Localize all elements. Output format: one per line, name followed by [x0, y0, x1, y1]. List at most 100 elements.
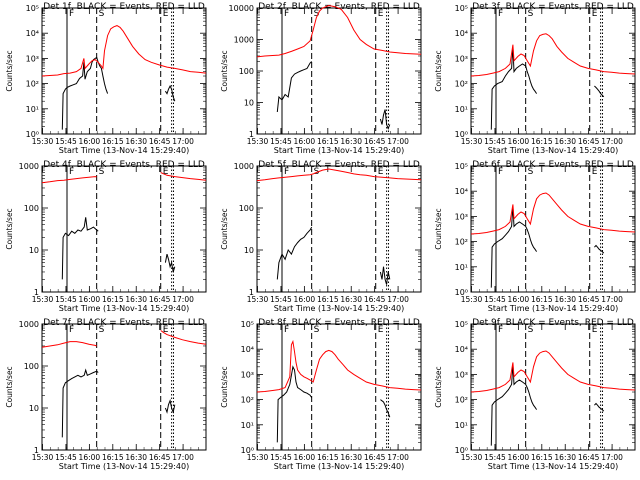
x-tick-label: 15:45 [270, 453, 292, 462]
y-tick-label: 1 [34, 446, 39, 455]
chart-title: Det 3f, BLACK = Events, RED = LLD [472, 2, 634, 12]
x-axis-label: Start Time (13-Nov-14 15:29:40) [488, 462, 618, 471]
time-marker-label: E [592, 325, 598, 335]
y-tick-label: 10⁰ [455, 130, 468, 139]
x-tick-label: 16:30 [125, 137, 147, 146]
chart-panel-4: Det 4f, BLACK = Events, RED = LLD 1 10 100 1… [5, 160, 207, 313]
chart-panel-8: Det 8f, BLACK = Events, RED = LLD 10⁰ 10¹ 1… [220, 318, 422, 471]
time-marker-label: F [284, 167, 289, 177]
lld-series-line [160, 172, 207, 181]
chart-title: Det 4f, BLACK = Events, RED = LLD [43, 160, 205, 170]
x-tick-label: 16:00 [508, 453, 530, 462]
time-marker-label: S [528, 9, 534, 19]
time-marker-label: S [314, 9, 320, 19]
y-tick-label: 1000 [19, 320, 39, 329]
x-tick-label: 15:30 [32, 453, 54, 462]
x-tick-label: 15:30 [461, 137, 483, 146]
plot-frame [470, 7, 636, 135]
y-tick-label: 1000 [234, 162, 254, 171]
x-axis-label: Start Time (13-Nov-14 15:29:40) [59, 462, 189, 471]
x-tick-label: 15:30 [32, 137, 54, 146]
lld-series-line [256, 339, 422, 393]
y-axis-label: Counts/sec [434, 366, 443, 407]
x-tick-label: 16:15 [531, 295, 553, 304]
y-tick-label: 10³ [455, 370, 468, 379]
x-tick-label: 16:45 [578, 295, 600, 304]
x-tick-label: 16:15 [102, 453, 124, 462]
x-tick-label: 16:30 [340, 295, 362, 304]
y-axis-label: Counts/sec [5, 50, 14, 91]
x-tick-label: 16:00 [79, 295, 101, 304]
chart-panel-9: Det 9f, BLACK = Events, RED = LLD 10⁰ 10¹ 1… [434, 318, 636, 471]
time-marker-label: S [99, 325, 105, 335]
y-tick-label: 10³ [241, 370, 254, 379]
events-series-line [379, 109, 391, 130]
time-marker-label: F [498, 167, 503, 177]
y-tick-label: 1000 [19, 162, 39, 171]
lld-series-line [470, 33, 636, 77]
x-tick-label: 17:00 [601, 453, 623, 462]
plot-frame [41, 323, 207, 451]
time-marker-label: E [378, 325, 384, 335]
events-series-line [61, 368, 99, 438]
y-tick-label: 10 [29, 404, 39, 413]
y-axis-label: Counts/sec [5, 208, 14, 249]
chart-title: Det 9f, BLACK = Events, RED = LLD [472, 318, 634, 328]
x-tick-label: 17:00 [601, 295, 623, 304]
y-axis-label: Counts/sec [434, 208, 443, 249]
y-tick-label: 10⁰ [455, 446, 468, 455]
y-tick-label: 10² [26, 80, 39, 89]
x-tick-label: 17:00 [172, 453, 194, 462]
x-tick-label: 17:00 [387, 137, 409, 146]
time-marker-label: S [99, 167, 105, 177]
lld-series-line [41, 341, 97, 348]
x-tick-label: 15:30 [247, 137, 269, 146]
time-marker-label: F [498, 9, 503, 19]
y-tick-label: 10⁰ [455, 288, 468, 297]
x-axis-label: Start Time (13-Nov-14 15:29:40) [488, 146, 618, 155]
y-tick-label: 10⁰ [26, 130, 39, 139]
lld-series-line [160, 330, 207, 345]
events-series-line [490, 364, 538, 446]
events-series-line [164, 84, 176, 102]
time-marker-label: E [163, 167, 169, 177]
y-tick-label: 1 [249, 130, 254, 139]
y-tick-label: 1 [249, 288, 254, 297]
y-tick-label: 10² [455, 80, 468, 89]
events-series-line [61, 56, 109, 130]
events-series-line [164, 398, 176, 414]
x-tick-label: 16:15 [531, 453, 553, 462]
chart-title: Det 6f, BLACK = Events, RED = LLD [472, 160, 634, 170]
x-tick-label: 17:00 [387, 295, 409, 304]
chart-title: Det 8f, BLACK = Events, RED = LLD [258, 318, 420, 328]
x-tick-label: 16:00 [79, 137, 101, 146]
x-tick-label: 16:00 [508, 295, 530, 304]
x-tick-label: 16:45 [364, 295, 386, 304]
chart-panel-2: Det 2f, BLACK = Events, RED = LLD 1 10 100 1… [220, 2, 422, 155]
y-tick-label: 10² [455, 396, 468, 405]
x-tick-label: 15:45 [484, 137, 506, 146]
lld-series-line [470, 192, 636, 235]
x-tick-label: 16:45 [149, 137, 171, 146]
events-series-line [164, 253, 176, 273]
lld-series-line [256, 168, 422, 182]
events-series-line [594, 85, 605, 98]
time-marker-label: F [284, 325, 289, 335]
x-tick-label: 16:45 [364, 137, 386, 146]
events-series-line [594, 244, 605, 254]
y-tick-label: 10¹ [455, 105, 468, 114]
y-tick-label: 10³ [455, 54, 468, 63]
x-tick-label: 16:30 [125, 453, 147, 462]
plot-frame [470, 323, 636, 451]
plot-frame [41, 165, 207, 293]
time-marker-label: F [69, 9, 74, 19]
x-tick-label: 15:45 [270, 295, 292, 304]
time-marker-label: S [99, 9, 105, 19]
x-tick-label: 16:00 [294, 453, 316, 462]
time-marker-label: E [592, 167, 598, 177]
chart-title: Det 7f, BLACK = Events, RED = LLD [43, 318, 205, 328]
x-tick-label: 16:15 [102, 295, 124, 304]
x-axis-label: Start Time (13-Nov-14 15:29:40) [59, 304, 189, 313]
y-tick-label: 10⁴ [455, 29, 468, 38]
